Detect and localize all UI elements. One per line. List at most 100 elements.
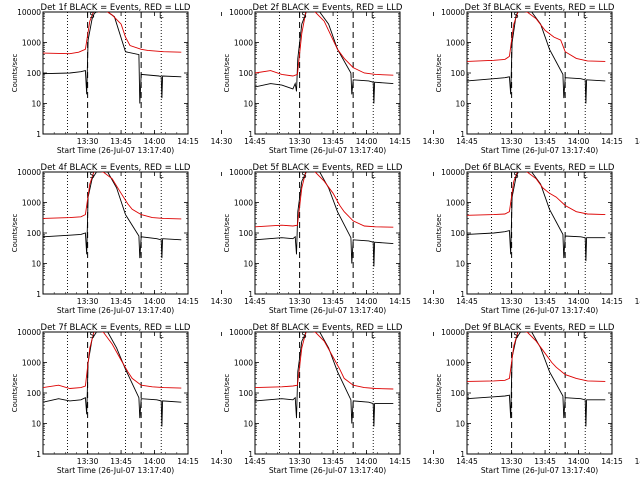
detector-panel-4: Det 4f BLACK = Events, RED = LLD 1 10 100 10… (11, 163, 266, 315)
state-marker-s: S (514, 11, 519, 20)
lld-curve (255, 172, 394, 228)
y-tick-label: 1000 (22, 359, 41, 368)
x-axis-label: Start Time (26-Jul-07 13:17:40) (269, 146, 386, 155)
state-marker-s: S (514, 331, 519, 340)
x-tick-label: 13:30 (77, 297, 99, 306)
x-tick-label: 14:00 (144, 457, 166, 466)
state-marker-l: L (583, 331, 588, 340)
x-tick-label: 14:30 (635, 457, 640, 466)
lld-curve (255, 332, 394, 390)
plot-frame (254, 171, 401, 295)
y-tick-label: 10000 (229, 8, 253, 17)
events-curve (467, 12, 606, 104)
x-axis-label: Start Time (26-Jul-07 13:17:40) (57, 306, 174, 315)
x-tick-label: 14:45 (456, 297, 478, 306)
detector-panel-7: Det 7f BLACK = Events, RED = LLD 1 10 100 10… (11, 323, 266, 475)
events-curve (467, 332, 606, 427)
y-tick-label: 10000 (441, 168, 465, 177)
x-tick-label: 13:30 (77, 137, 99, 146)
detector-panel-9: Det 9f BLACK = Events, RED = LLD 1 10 100 10… (435, 323, 640, 475)
y-axis-label: Counts/sec (11, 54, 19, 93)
panel-title: Det 5f BLACK = Events, RED = LLD (253, 163, 403, 173)
x-tick-label: 13:45 (534, 297, 556, 306)
y-tick-label: 1000 (22, 199, 41, 208)
x-tick-label: 14:15 (389, 457, 411, 466)
panel-title: Det 9f BLACK = Events, RED = LLD (465, 323, 615, 333)
y-tick-label: 1 (460, 290, 465, 299)
state-marker-l: L (159, 11, 164, 20)
y-tick-label: 100 (239, 229, 254, 238)
state-marker-l: L (371, 11, 376, 20)
x-tick-label: 14:30 (423, 137, 445, 146)
x-tick-label: 14:00 (568, 297, 590, 306)
state-marker-l: L (371, 331, 376, 340)
state-marker-s: S (302, 331, 307, 340)
x-tick-label: 13:30 (501, 297, 523, 306)
lld-curve (43, 332, 182, 389)
plot-frame (466, 331, 613, 455)
y-tick-label: 100 (451, 389, 466, 398)
state-marker-s: S (90, 331, 95, 340)
state-marker-l: L (159, 331, 164, 340)
x-tick-label: 14:30 (211, 297, 233, 306)
x-tick-label: 13:30 (289, 297, 311, 306)
y-tick-label: 1 (460, 450, 465, 459)
y-tick-label: 1 (248, 290, 253, 299)
lld-curve (255, 12, 394, 77)
y-tick-label: 1000 (446, 199, 465, 208)
x-tick-label: 13:45 (322, 137, 344, 146)
detector-panel-8: Det 8f BLACK = Events, RED = LLD 1 10 100 10… (223, 323, 478, 475)
x-tick-label: 14:15 (389, 137, 411, 146)
y-tick-label: 10 (243, 260, 253, 269)
x-tick-label: 14:45 (244, 137, 266, 146)
x-tick-label: 13:45 (110, 137, 132, 146)
state-marker-l: L (583, 171, 588, 180)
x-axis-label: Start Time (26-Jul-07 13:17:40) (481, 146, 598, 155)
events-curve (255, 172, 394, 267)
y-tick-label: 1 (36, 290, 41, 299)
x-tick-label: 14:45 (456, 137, 478, 146)
y-tick-label: 10 (455, 100, 465, 109)
events-curve (255, 12, 394, 104)
state-marker-s: S (90, 171, 95, 180)
x-axis-label: Start Time (26-Jul-07 13:17:40) (269, 466, 386, 475)
state-marker-s: S (302, 171, 307, 180)
y-tick-label: 1 (36, 130, 41, 139)
y-tick-label: 100 (451, 229, 466, 238)
y-tick-label: 1000 (22, 39, 41, 48)
lld-curve (467, 332, 606, 382)
x-axis-label: Start Time (26-Jul-07 13:17:40) (481, 306, 598, 315)
y-tick-label: 1 (248, 130, 253, 139)
x-tick-label: 13:45 (534, 457, 556, 466)
x-axis-label: Start Time (26-Jul-07 13:17:40) (269, 306, 386, 315)
lld-curve (43, 172, 182, 220)
y-tick-label: 1 (460, 130, 465, 139)
x-tick-label: 13:45 (322, 457, 344, 466)
x-axis-label: Start Time (26-Jul-07 13:17:40) (57, 466, 174, 475)
events-curve (43, 12, 182, 104)
y-axis-label: Counts/sec (435, 374, 443, 413)
plot-frame (254, 331, 401, 455)
x-tick-label: 14:45 (456, 457, 478, 466)
y-tick-label: 100 (27, 69, 42, 78)
y-tick-label: 10 (31, 100, 41, 109)
y-tick-label: 10 (455, 420, 465, 429)
y-axis-label: Counts/sec (11, 214, 19, 253)
plot-frame (466, 11, 613, 135)
x-tick-label: 14:15 (177, 297, 199, 306)
x-tick-label: 14:30 (211, 137, 233, 146)
x-tick-label: 14:30 (423, 457, 445, 466)
x-tick-label: 13:45 (110, 457, 132, 466)
x-tick-label: 13:45 (322, 297, 344, 306)
y-tick-label: 1000 (446, 359, 465, 368)
events-curve (467, 172, 606, 262)
y-tick-label: 1 (248, 450, 253, 459)
y-tick-label: 10000 (17, 328, 41, 337)
x-tick-label: 14:15 (177, 457, 199, 466)
x-tick-label: 14:15 (601, 137, 623, 146)
x-tick-label: 13:30 (501, 137, 523, 146)
y-tick-label: 10000 (229, 328, 253, 337)
y-tick-label: 10 (455, 260, 465, 269)
detector-panel-1: Det 1f BLACK = Events, RED = LLD 1 10 100 10… (11, 3, 266, 155)
